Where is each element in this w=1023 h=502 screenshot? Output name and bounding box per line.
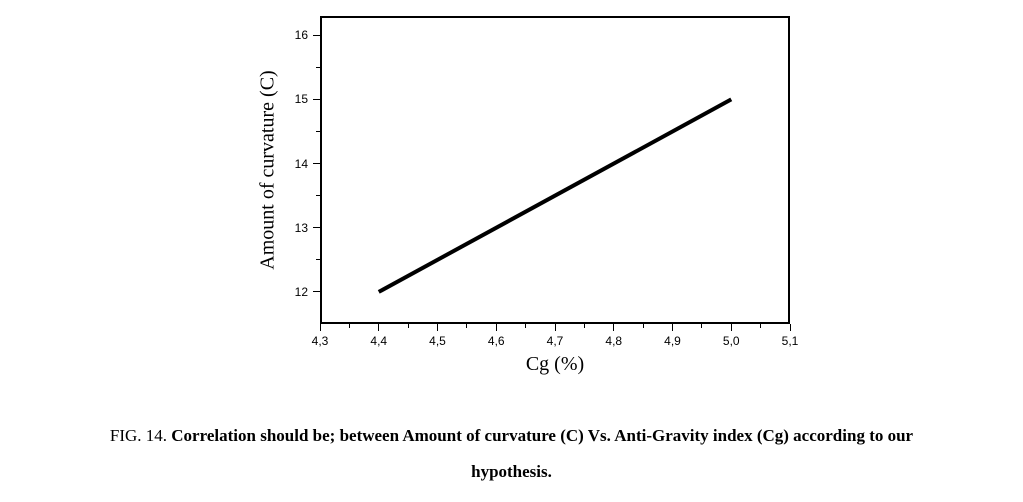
x-tick-label: 5,0 — [723, 334, 740, 348]
x-axis-label: Cg (%) — [526, 353, 584, 376]
y-tick-label: 12 — [295, 285, 308, 299]
y-tick-major — [313, 291, 320, 292]
x-tick-major — [555, 324, 556, 331]
x-tick-minor — [408, 324, 409, 328]
x-tick-major — [790, 324, 791, 331]
x-tick-label: 4,6 — [488, 334, 505, 348]
x-tick-major — [672, 324, 673, 331]
y-tick-label: 15 — [295, 92, 308, 106]
figure-caption-line2: hypothesis. — [0, 462, 1023, 482]
y-tick-major — [313, 35, 320, 36]
x-tick-minor — [760, 324, 761, 328]
caption-lead: FIG. 14. — [110, 426, 171, 445]
x-tick-label: 4,5 — [429, 334, 446, 348]
y-tick-minor — [316, 131, 320, 132]
y-tick-major — [313, 227, 320, 228]
x-tick-major — [378, 324, 379, 331]
y-tick-label: 13 — [295, 221, 308, 235]
figure-wrapper: Amount of curvature (C) Cg (%) 4,3 4,4 4,5… — [0, 0, 1023, 502]
x-tick-label: 4,9 — [664, 334, 681, 348]
x-tick-label: 4,4 — [370, 334, 387, 348]
y-tick-label: 16 — [295, 28, 308, 42]
caption-text-2: hypothesis. — [471, 462, 552, 481]
y-tick-major — [313, 99, 320, 100]
figure-caption-line1: FIG. 14. Correlation should be; between … — [0, 426, 1023, 446]
y-tick-major — [313, 163, 320, 164]
x-tick-minor — [525, 324, 526, 328]
x-tick-minor — [643, 324, 644, 328]
x-tick-label: 4,8 — [605, 334, 622, 348]
x-tick-minor — [584, 324, 585, 328]
y-tick-minor — [316, 67, 320, 68]
caption-text-1: Correlation should be; between Amount of… — [171, 426, 913, 445]
x-tick-minor — [466, 324, 467, 328]
x-tick-major — [320, 324, 321, 331]
x-tick-label: 4,3 — [312, 334, 329, 348]
x-tick-major — [496, 324, 497, 331]
y-tick-minor — [316, 259, 320, 260]
x-tick-major — [731, 324, 732, 331]
plot-box — [320, 16, 790, 324]
x-tick-major — [437, 324, 438, 331]
chart-area: Amount of curvature (C) Cg (%) 4,3 4,4 4,5… — [242, 8, 802, 388]
x-tick-label: 4,7 — [547, 334, 564, 348]
x-tick-label: 5,1 — [782, 334, 799, 348]
y-tick-minor — [316, 195, 320, 196]
x-tick-major — [613, 324, 614, 331]
x-tick-minor — [349, 324, 350, 328]
y-tick-label: 14 — [295, 157, 308, 171]
x-tick-minor — [701, 324, 702, 328]
y-axis-label: Amount of curvature (C) — [257, 70, 280, 269]
